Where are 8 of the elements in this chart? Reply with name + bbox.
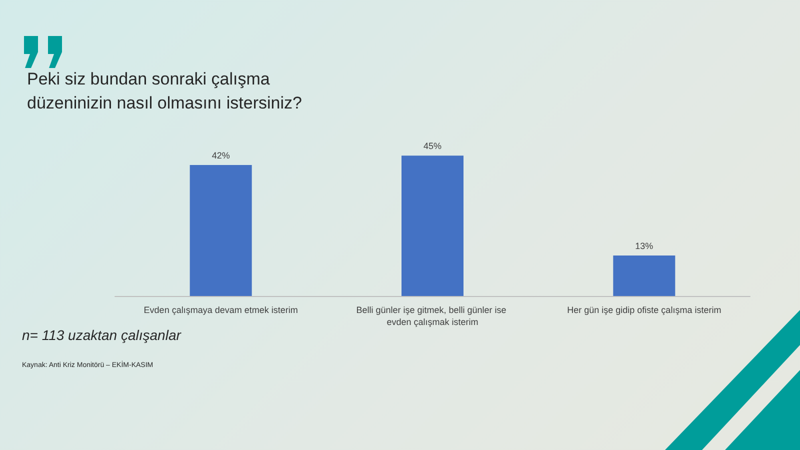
x-tick-label: Evden çalışmaya devam etmek isterim bbox=[144, 305, 298, 315]
data-label: 42% bbox=[212, 150, 230, 160]
x-tick-label: Belli günler işe gitmek, belli günler ise evden çalışmak isterim bbox=[356, 305, 509, 327]
chart-title: Peki siz bundan sonraki çalışma düzeninizin nasıl olmasını istersiniz? bbox=[27, 70, 302, 112]
text: n= 113 uzaktan çalışanlar bbox=[22, 327, 182, 343]
data-label: 13% bbox=[635, 240, 654, 251]
data-label: 45% bbox=[423, 141, 442, 152]
x-tick-label: Her gün işe gidip ofiste çalışma isterim bbox=[567, 305, 722, 315]
